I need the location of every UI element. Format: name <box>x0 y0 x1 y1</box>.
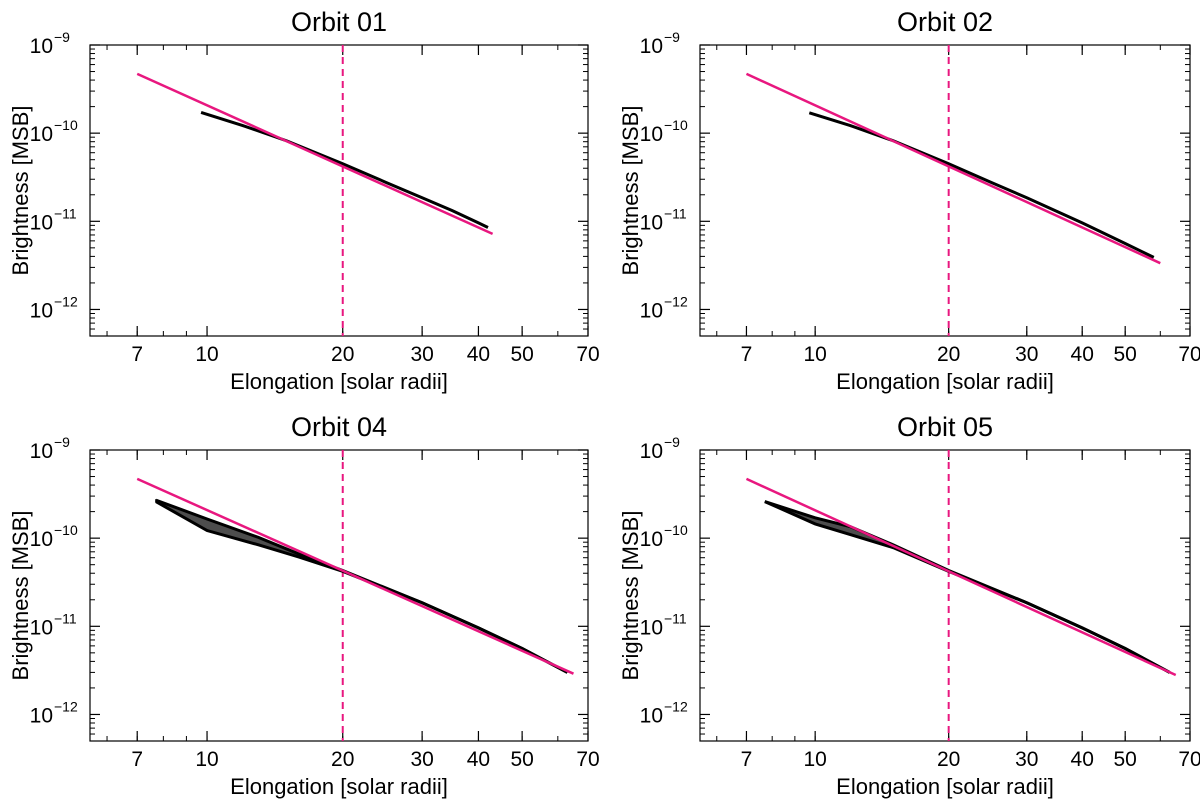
x-axis-label: Elongation [solar radii] <box>836 774 1054 799</box>
x-tick-label: 10 <box>803 343 826 366</box>
plot-frame <box>699 44 1191 337</box>
y-tick-exponent: −9 <box>664 29 680 45</box>
chart-panel-3: Orbit 047 10 20 30 40 50 7010−1210−1110−1010−9… <box>8 412 600 799</box>
x-axis-label: Elongation [solar radii] <box>836 369 1054 394</box>
y-tick-label: 10 <box>30 440 53 463</box>
chart-panel-4: Orbit 057 10 20 30 40 50 7010−1210−1110−1010−9… <box>618 412 1200 799</box>
y-tick-label: 10 <box>640 299 663 322</box>
y-axis-label: Brightness [MSB] <box>618 511 643 681</box>
x-tick-label: 30 <box>410 343 433 366</box>
x-tick-label: 10 <box>195 748 218 771</box>
y-tick-label: 10 <box>30 35 53 58</box>
fit-line <box>136 72 494 236</box>
fit-line <box>745 72 1161 265</box>
x-tick-label: 50 <box>1114 343 1137 366</box>
plot-frame <box>89 44 589 337</box>
x-tick-label: 7 <box>741 343 753 366</box>
x-tick-label: 50 <box>510 748 533 771</box>
chart-panel-2: Orbit 027 10 20 30 40 50 7010−1210−1110−1010−9… <box>618 7 1200 394</box>
y-tick-exponent: −12 <box>54 293 78 309</box>
y-tick-exponent: −9 <box>664 434 680 450</box>
y-tick-exponent: −9 <box>54 434 70 450</box>
chart-title: Orbit 02 <box>897 7 993 37</box>
chart-title: Orbit 05 <box>897 412 993 442</box>
y-tick-label: 10 <box>30 704 53 727</box>
y-tick-label: 10 <box>30 528 53 551</box>
x-axis-label: Elongation [solar radii] <box>230 369 448 394</box>
x-tick-label: 70 <box>1178 343 1200 366</box>
y-tick-label: 10 <box>640 616 663 639</box>
x-tick-label: 20 <box>331 343 354 366</box>
y-tick-label: 10 <box>30 211 53 234</box>
y-tick-exponent: −12 <box>664 293 688 309</box>
y-tick-label: 10 <box>640 211 663 234</box>
x-tick-label: 7 <box>741 748 753 771</box>
x-tick-label: 70 <box>1178 748 1200 771</box>
data-series <box>764 500 1171 674</box>
x-tick-label: 40 <box>467 343 490 366</box>
y-tick-exponent: −11 <box>54 205 77 221</box>
x-tick-label: 20 <box>937 748 960 771</box>
y-tick-exponent: −10 <box>54 117 78 133</box>
x-tick-label: 30 <box>1015 343 1038 366</box>
x-tick-label: 20 <box>937 343 960 366</box>
y-tick-label: 10 <box>640 704 663 727</box>
x-tick-label: 30 <box>1015 748 1038 771</box>
x-tick-label: 70 <box>576 748 599 771</box>
data-series <box>808 111 1155 259</box>
chart-title: Orbit 04 <box>291 412 387 442</box>
y-tick-label: 10 <box>30 123 53 146</box>
x-tick-label: 7 <box>131 748 143 771</box>
x-tick-label: 20 <box>331 748 354 771</box>
y-tick-exponent: −12 <box>664 698 688 714</box>
y-tick-label: 10 <box>640 35 663 58</box>
y-tick-exponent: −10 <box>664 117 688 133</box>
x-tick-label: 40 <box>1071 343 1094 366</box>
plot-frame <box>89 449 589 742</box>
y-tick-exponent: −11 <box>664 205 687 221</box>
plot-frame <box>699 449 1191 742</box>
y-tick-exponent: −11 <box>54 610 77 626</box>
y-tick-label: 10 <box>30 299 53 322</box>
x-tick-label: 50 <box>510 343 533 366</box>
y-axis-label: Brightness [MSB] <box>8 511 33 681</box>
x-tick-label: 30 <box>410 748 433 771</box>
x-tick-label: 50 <box>1114 748 1137 771</box>
x-tick-label: 70 <box>576 343 599 366</box>
y-tick-exponent: −11 <box>664 610 687 626</box>
chart-title: Orbit 01 <box>291 7 387 37</box>
y-axis-label: Brightness [MSB] <box>618 106 643 276</box>
data-series <box>200 110 489 229</box>
fit-line <box>136 477 575 675</box>
y-tick-label: 10 <box>640 528 663 551</box>
y-tick-exponent: −10 <box>54 522 78 538</box>
y-tick-label: 10 <box>640 123 663 146</box>
chart-panel-1: Orbit 017 10 20 30 40 50 7010−1210−1110−1010−9… <box>8 7 600 394</box>
y-tick-label: 10 <box>30 616 53 639</box>
x-tick-label: 10 <box>803 748 826 771</box>
x-tick-label: 10 <box>195 343 218 366</box>
fit-line <box>745 477 1177 677</box>
y-tick-label: 10 <box>640 440 663 463</box>
y-tick-exponent: −9 <box>54 29 70 45</box>
x-tick-label: 40 <box>1071 748 1094 771</box>
x-axis-label: Elongation [solar radii] <box>230 774 448 799</box>
y-tick-exponent: −12 <box>54 698 78 714</box>
x-tick-label: 40 <box>467 748 490 771</box>
y-axis-label: Brightness [MSB] <box>8 106 33 276</box>
y-tick-exponent: −10 <box>664 522 688 538</box>
data-band <box>155 499 568 674</box>
x-tick-label: 7 <box>131 343 143 366</box>
